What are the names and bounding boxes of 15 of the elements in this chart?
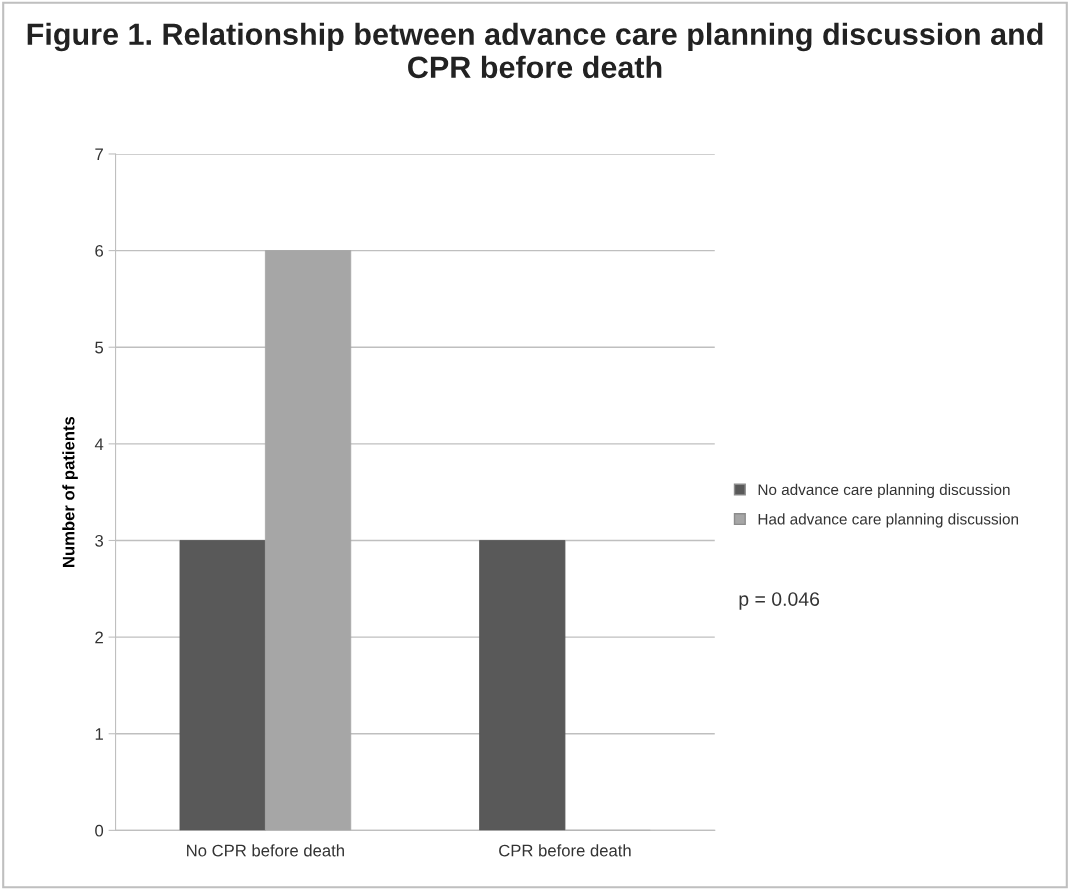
y-tick-label: 5: [95, 341, 104, 354]
x-tick-label: CPR before death: [499, 844, 631, 857]
y-axis-title: Number of patients: [62, 416, 78, 567]
text: p = 0.046: [739, 592, 820, 610]
y-tick-label: 2: [95, 631, 103, 644]
y-tick-label: 6: [95, 245, 104, 257]
legend-label: Had advance care planning discussion: [758, 513, 1019, 528]
y-tick-label: 0: [95, 824, 104, 837]
y-tick-label: 3: [95, 534, 104, 547]
y-tick-label: 4: [94, 438, 104, 450]
chart-title: Figure 1. Relationship between advance care planning discussion and CPR before death: [27, 22, 1043, 79]
y-tick-label: 1: [95, 728, 103, 740]
x-tick-label: No CPR before death: [187, 844, 344, 857]
legend-label: No advance care planning discussion: [758, 483, 1010, 499]
y-tick-label: 7: [95, 148, 103, 161]
